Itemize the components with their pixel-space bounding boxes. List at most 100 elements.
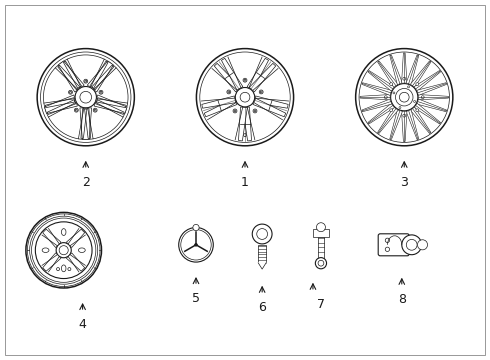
Text: 7: 7	[317, 298, 325, 311]
Circle shape	[35, 222, 92, 279]
Polygon shape	[402, 53, 407, 83]
Polygon shape	[94, 95, 127, 113]
Circle shape	[233, 109, 237, 113]
Circle shape	[384, 96, 387, 99]
Polygon shape	[406, 110, 419, 140]
FancyBboxPatch shape	[378, 234, 409, 256]
Text: 4: 4	[79, 318, 87, 331]
Polygon shape	[80, 108, 92, 139]
Polygon shape	[368, 103, 394, 124]
Circle shape	[402, 235, 421, 255]
Polygon shape	[66, 229, 85, 248]
Polygon shape	[410, 61, 431, 87]
Circle shape	[259, 90, 263, 94]
Circle shape	[257, 229, 268, 239]
Polygon shape	[417, 83, 446, 95]
Polygon shape	[249, 63, 276, 92]
Circle shape	[416, 109, 419, 112]
Circle shape	[59, 246, 68, 255]
Circle shape	[75, 86, 97, 108]
Circle shape	[421, 96, 424, 99]
Polygon shape	[221, 58, 243, 90]
Polygon shape	[66, 253, 85, 271]
Circle shape	[390, 109, 392, 112]
Circle shape	[390, 83, 392, 86]
Polygon shape	[378, 61, 398, 87]
Polygon shape	[58, 61, 84, 92]
Polygon shape	[45, 95, 77, 113]
Circle shape	[252, 224, 272, 244]
Circle shape	[193, 224, 199, 231]
Polygon shape	[417, 99, 446, 112]
Circle shape	[227, 90, 231, 94]
Circle shape	[408, 86, 410, 88]
Circle shape	[416, 83, 419, 86]
FancyBboxPatch shape	[258, 245, 266, 263]
Polygon shape	[414, 71, 441, 91]
FancyBboxPatch shape	[318, 237, 324, 261]
Polygon shape	[202, 96, 236, 108]
Circle shape	[56, 267, 60, 271]
Polygon shape	[43, 229, 61, 248]
Circle shape	[93, 108, 97, 112]
Text: 5: 5	[192, 292, 200, 305]
Polygon shape	[247, 58, 269, 90]
Polygon shape	[204, 98, 237, 117]
Circle shape	[99, 90, 103, 94]
Circle shape	[179, 228, 213, 262]
Circle shape	[244, 134, 246, 136]
Circle shape	[181, 230, 211, 260]
Circle shape	[399, 107, 401, 108]
Polygon shape	[254, 96, 288, 108]
FancyBboxPatch shape	[313, 229, 329, 237]
Polygon shape	[362, 99, 392, 112]
Polygon shape	[402, 111, 407, 141]
Circle shape	[403, 77, 406, 80]
Circle shape	[385, 247, 390, 251]
Circle shape	[318, 260, 324, 266]
Polygon shape	[360, 95, 390, 100]
Polygon shape	[214, 63, 241, 92]
Polygon shape	[258, 263, 266, 269]
Ellipse shape	[61, 265, 66, 272]
Polygon shape	[406, 55, 419, 85]
Polygon shape	[378, 107, 398, 134]
Polygon shape	[87, 61, 113, 92]
Circle shape	[395, 89, 413, 106]
Polygon shape	[418, 95, 448, 100]
Circle shape	[399, 93, 409, 102]
Text: 3: 3	[400, 176, 408, 189]
Polygon shape	[390, 110, 402, 140]
Polygon shape	[239, 107, 247, 141]
Circle shape	[80, 91, 92, 103]
Circle shape	[317, 223, 325, 232]
Circle shape	[84, 79, 88, 83]
Text: 2: 2	[82, 176, 90, 189]
Circle shape	[74, 108, 78, 112]
Circle shape	[417, 240, 428, 250]
Circle shape	[69, 90, 73, 94]
Circle shape	[393, 92, 395, 94]
Circle shape	[253, 109, 257, 113]
Circle shape	[385, 238, 390, 243]
Polygon shape	[243, 107, 251, 141]
Polygon shape	[253, 98, 286, 117]
Circle shape	[403, 114, 406, 117]
Text: 8: 8	[398, 293, 406, 306]
Polygon shape	[410, 107, 431, 134]
Circle shape	[56, 243, 71, 258]
Polygon shape	[43, 253, 61, 271]
Ellipse shape	[78, 248, 85, 252]
Polygon shape	[414, 103, 441, 124]
Circle shape	[235, 87, 255, 107]
Polygon shape	[390, 55, 402, 85]
Ellipse shape	[42, 248, 49, 252]
Text: 1: 1	[241, 176, 249, 189]
Circle shape	[243, 78, 247, 82]
Circle shape	[316, 258, 326, 269]
Ellipse shape	[61, 229, 66, 235]
Circle shape	[195, 243, 197, 246]
Text: 6: 6	[258, 301, 266, 314]
Circle shape	[406, 239, 417, 250]
Circle shape	[414, 100, 416, 103]
